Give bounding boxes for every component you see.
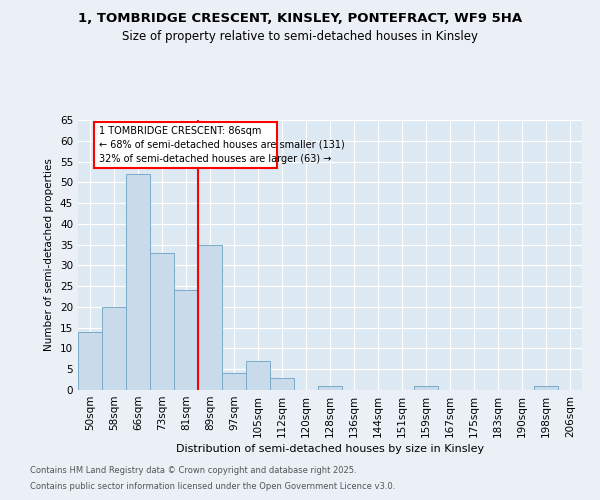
Y-axis label: Number of semi-detached properties: Number of semi-detached properties <box>44 158 55 352</box>
Bar <box>414 386 438 390</box>
Bar <box>246 361 270 390</box>
Bar <box>534 386 558 390</box>
FancyBboxPatch shape <box>94 122 277 168</box>
Bar <box>174 290 198 390</box>
Text: 32% of semi-detached houses are larger (63) →: 32% of semi-detached houses are larger (… <box>98 154 331 164</box>
Bar <box>126 174 150 390</box>
Bar <box>318 386 342 390</box>
Text: Size of property relative to semi-detached houses in Kinsley: Size of property relative to semi-detach… <box>122 30 478 43</box>
Bar <box>102 307 126 390</box>
Text: 1, TOMBRIDGE CRESCENT, KINSLEY, PONTEFRACT, WF9 5HA: 1, TOMBRIDGE CRESCENT, KINSLEY, PONTEFRA… <box>78 12 522 26</box>
Text: ← 68% of semi-detached houses are smaller (131): ← 68% of semi-detached houses are smalle… <box>98 140 344 150</box>
Bar <box>270 378 294 390</box>
Bar <box>150 253 174 390</box>
X-axis label: Distribution of semi-detached houses by size in Kinsley: Distribution of semi-detached houses by … <box>176 444 484 454</box>
Text: 1 TOMBRIDGE CRESCENT: 86sqm: 1 TOMBRIDGE CRESCENT: 86sqm <box>98 126 261 136</box>
Bar <box>198 244 222 390</box>
Bar <box>222 374 246 390</box>
Bar <box>78 332 102 390</box>
Text: Contains HM Land Registry data © Crown copyright and database right 2025.: Contains HM Land Registry data © Crown c… <box>30 466 356 475</box>
Text: Contains public sector information licensed under the Open Government Licence v3: Contains public sector information licen… <box>30 482 395 491</box>
